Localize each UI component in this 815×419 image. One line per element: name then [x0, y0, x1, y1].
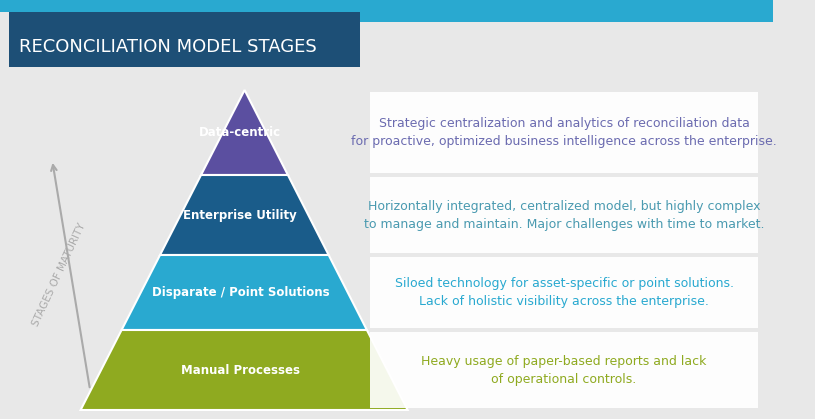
Text: Manual Processes: Manual Processes: [181, 364, 300, 377]
FancyBboxPatch shape: [0, 0, 773, 12]
FancyBboxPatch shape: [370, 92, 759, 173]
FancyBboxPatch shape: [370, 257, 759, 328]
Text: Siloed technology for asset-specific or point solutions.
Lack of holistic visibi: Siloed technology for asset-specific or …: [394, 277, 734, 308]
Text: RECONCILIATION MODEL STAGES: RECONCILIATION MODEL STAGES: [19, 38, 317, 56]
FancyBboxPatch shape: [360, 12, 773, 22]
Text: STAGES OF MATURITY: STAGES OF MATURITY: [30, 222, 87, 328]
Polygon shape: [160, 175, 328, 255]
Text: Disparate / Point Solutions: Disparate / Point Solutions: [152, 286, 329, 299]
FancyBboxPatch shape: [370, 177, 759, 253]
FancyBboxPatch shape: [10, 12, 360, 67]
FancyBboxPatch shape: [370, 332, 759, 408]
Text: Horizontally integrated, centralized model, but highly complex
to manage and mai: Horizontally integrated, centralized mod…: [363, 199, 764, 230]
Polygon shape: [81, 330, 408, 410]
Polygon shape: [121, 255, 367, 330]
Text: Strategic centralization and analytics of reconciliation data
for proactive, opt: Strategic centralization and analytics o…: [351, 117, 777, 148]
Text: Data-centric: Data-centric: [199, 126, 281, 139]
Polygon shape: [201, 90, 288, 175]
Text: Heavy usage of paper-based reports and lack
of operational controls.: Heavy usage of paper-based reports and l…: [421, 354, 707, 385]
Text: Enterprise Utility: Enterprise Utility: [183, 209, 297, 222]
